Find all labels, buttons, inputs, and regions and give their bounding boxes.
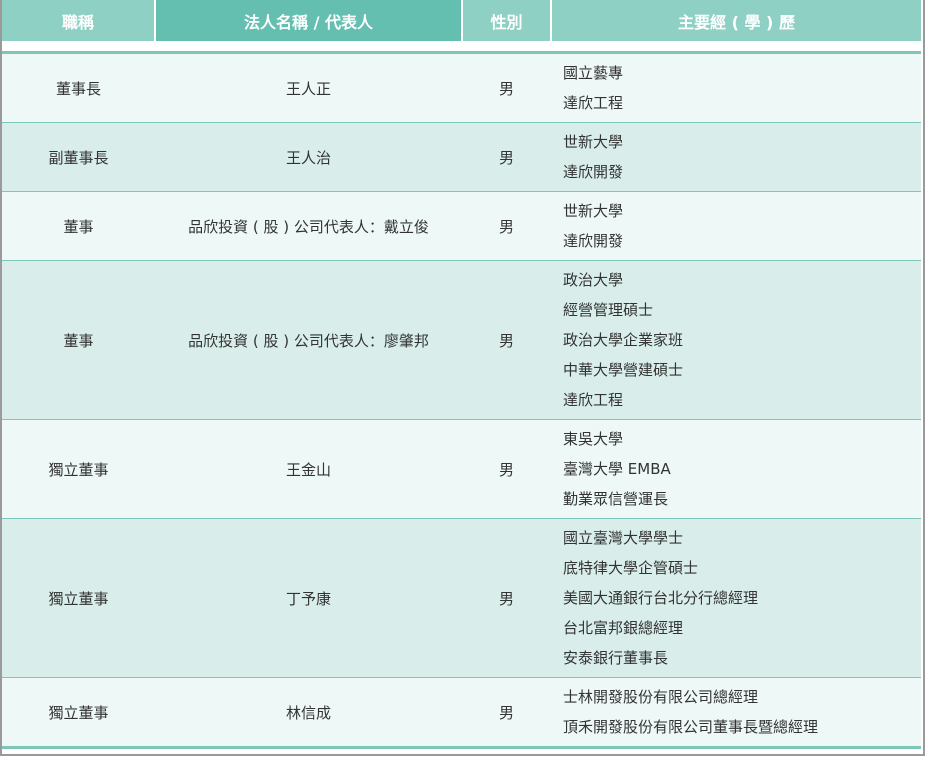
cell-experience: 世新大學 達欣開發 [551, 122, 921, 192]
experience-item: 達欣開發 [563, 232, 624, 250]
experience-item: 臺灣大學 EMBA [563, 460, 671, 478]
cell-title: 獨立董事 [2, 419, 155, 519]
experience-item: 世新大學 [563, 202, 624, 220]
cell-title: 獨立董事 [2, 677, 155, 749]
cell-name: 丁予康 [155, 518, 462, 678]
experience-item: 中華大學營建碩士 [563, 361, 684, 379]
header-divider [2, 41, 921, 54]
cell-gender: 男 [462, 191, 551, 261]
cell-name: 品欣投資 ( 股 ) 公司代表人：廖肇邦 [155, 260, 462, 420]
cell-name: 王人正 [155, 52, 462, 123]
cell-title: 董事 [2, 191, 155, 261]
table-row: 獨立董事 林信成男士林開發股份有限公司總經理頂禾開發股份有限公司董事長暨總經理 [2, 677, 921, 749]
experience-item: 美國大通銀行台北分行總經理 [563, 589, 759, 607]
cell-title: 副董事長 [2, 122, 155, 192]
experience-item: 東吳大學 [563, 430, 624, 448]
table-row: 董事 品欣投資 ( 股 ) 公司代表人：戴立俊男世新大學達欣開發 [2, 191, 921, 261]
cell-name: 品欣投資 ( 股 ) 公司代表人：戴立俊 [155, 191, 462, 261]
experience-item: 底特律大學企管碩士 [563, 559, 699, 577]
cell-experience: 士林開發股份有限公司總經理頂禾開發股份有限公司董事長暨總經理 [551, 677, 921, 749]
table-body: 董事長 王人正男國立藝專 達欣工程 副董事長 王人治男世新大學 達欣開發 董事 品欣投資 ( … [2, 52, 921, 749]
cell-gender: 男 [462, 518, 551, 678]
experience-item: 頂禾開發股份有限公司董事長暨總經理 [563, 718, 819, 736]
header-gap [2, 41, 921, 54]
table-row: 獨立董事 丁予康男國立臺灣大學學士 底特律大學企管碩士美國大通銀行台北分行總經理 台北… [2, 518, 921, 678]
experience-item: 國立臺灣大學學士 [563, 529, 684, 547]
table-row: 副董事長 王人治男世新大學達欣開發 [2, 122, 921, 192]
header-title: 職稱 [2, 0, 156, 41]
header-name: 法人名稱 / 代表人 [155, 0, 463, 41]
header-experience: 主要經 ( 學 ) 歷 [551, 0, 921, 41]
table-row: 董事長 王人正男國立藝專達欣工程 [2, 52, 921, 123]
header-gender: 性別 [462, 0, 552, 41]
cell-gender: 男 [462, 122, 551, 192]
experience-item: 勤業眾信營運長 [563, 490, 669, 508]
experience-item: 達欣工程 [563, 391, 624, 409]
experience-item: 士林開發股份有限公司總經理 [563, 688, 759, 706]
cell-experience: 國立臺灣大學學士 底特律大學企管碩士美國大通銀行台北分行總經理 台北富邦銀總經理 安泰… [551, 518, 921, 678]
table-row: 董事 品欣投資 ( 股 ) 公司代表人：廖肇邦男政治大學經營管理碩士政治大學企業家… [2, 260, 921, 420]
experience-item: 政治大學 [563, 271, 624, 289]
cell-gender: 男 [462, 260, 551, 420]
cell-title: 獨立董事 [2, 518, 155, 678]
cell-name: 王人治 [155, 122, 462, 192]
experience-item: 達欣開發 [563, 163, 624, 181]
experience-item: 政治大學企業家班 [563, 331, 684, 349]
experience-item: 經營管理碩士 [563, 301, 654, 319]
table-header-row: 職稱 法人名稱 / 代表人 性別 主要經 ( 學 ) 歷 [2, 0, 921, 41]
experience-item: 達欣工程 [563, 94, 624, 112]
table-row: 獨立董事 王金山男東吳大學臺灣大學 EMBA 勤業眾信營運長 [2, 419, 921, 519]
cell-name: 王金山 [155, 419, 462, 519]
cell-experience: 世新大學 達欣開發 [551, 191, 921, 261]
cell-title: 董事長 [2, 52, 155, 123]
cell-title: 董事 [2, 260, 155, 420]
cell-gender: 男 [462, 677, 551, 749]
cell-gender: 男 [462, 52, 551, 123]
cell-experience: 國立藝專 達欣工程 [551, 52, 921, 123]
experience-item: 台北富邦銀總經理 [563, 619, 684, 637]
experience-item: 安泰銀行董事長 [563, 649, 669, 667]
cell-experience: 政治大學經營管理碩士政治大學企業家班 中華大學營建碩士 達欣工程 [551, 260, 921, 420]
experience-item: 國立藝專 [563, 64, 624, 82]
cell-name: 林信成 [155, 677, 462, 749]
experience-item: 世新大學 [563, 133, 624, 151]
cell-gender: 男 [462, 419, 551, 519]
cell-experience: 東吳大學臺灣大學 EMBA 勤業眾信營運長 [551, 419, 921, 519]
